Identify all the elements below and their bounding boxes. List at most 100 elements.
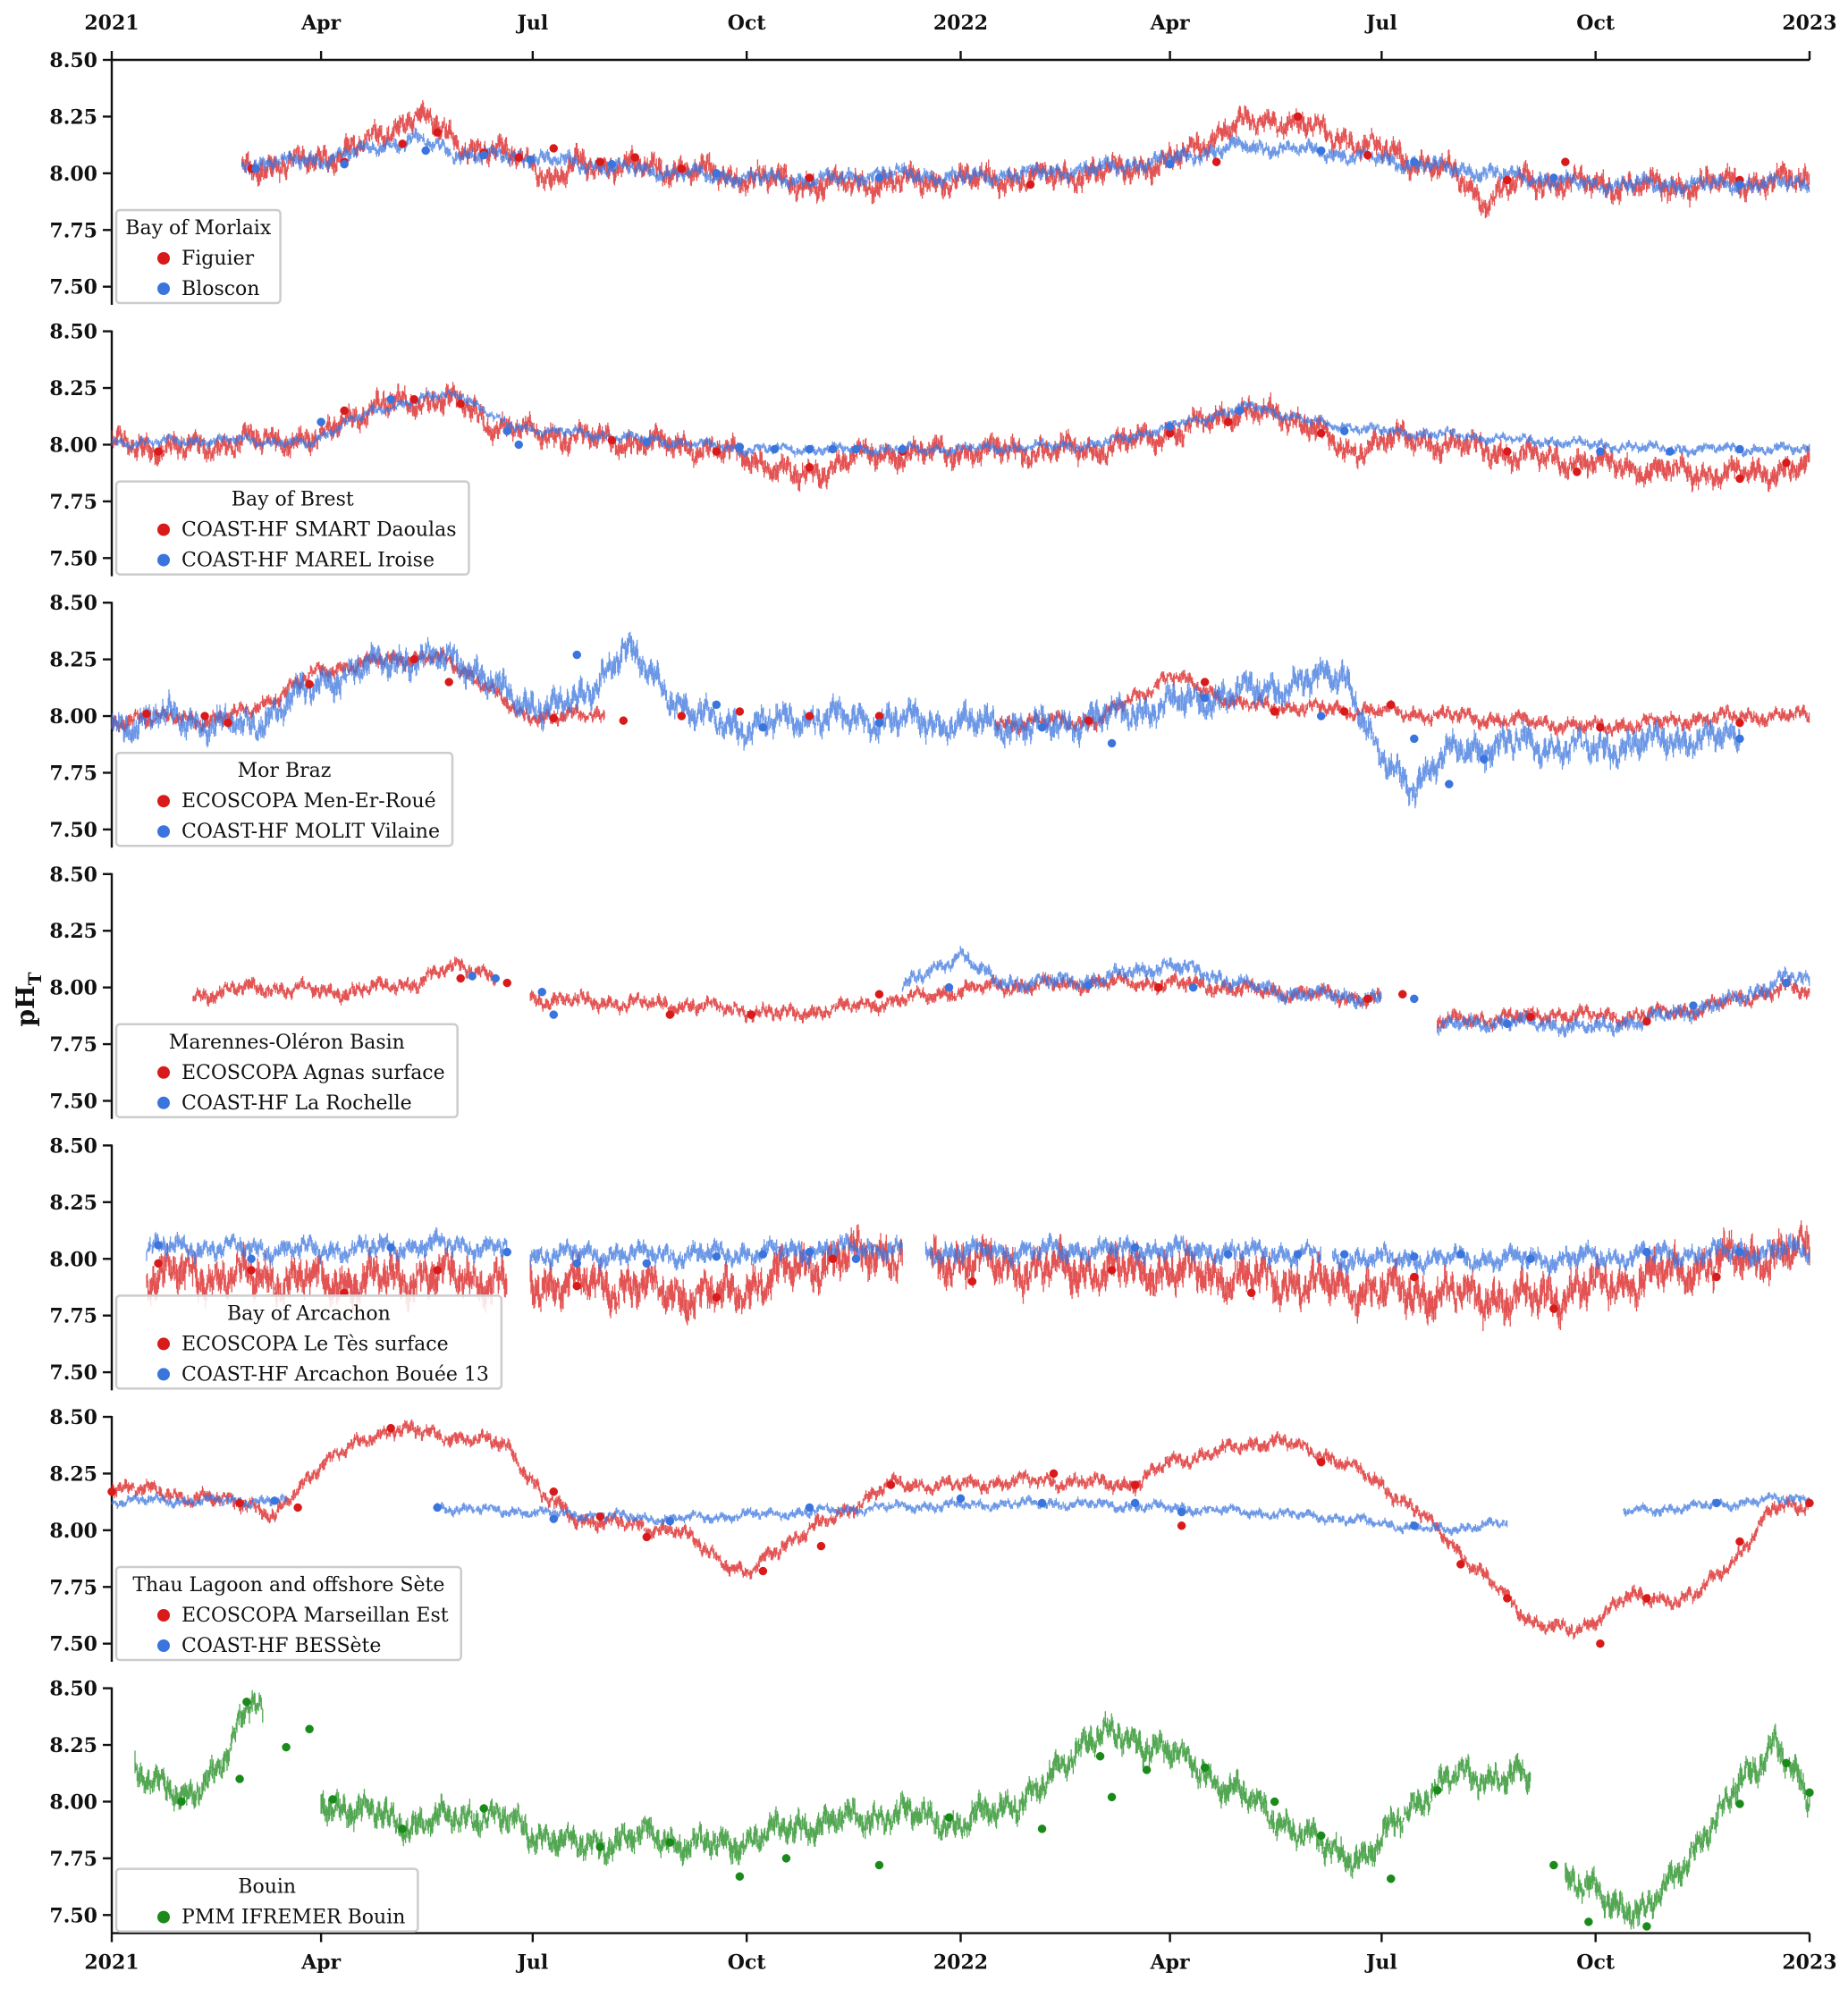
- sample-point: [1107, 738, 1117, 748]
- sample-point: [874, 718, 884, 728]
- x-tick-label: Apr: [300, 12, 341, 35]
- panel-3: 8.50 8.25 8.00 7.75 7.50 Marennes-Oléron Basi…: [49, 864, 1810, 1119]
- sample-point: [386, 394, 395, 404]
- sample-point: [665, 1838, 675, 1847]
- sample-point: [735, 707, 745, 716]
- sample-point: [549, 1487, 559, 1496]
- sample-point: [1316, 1831, 1326, 1841]
- sample-point: [1293, 112, 1303, 122]
- sample-point: [1549, 173, 1558, 182]
- sample-point: [1223, 1250, 1233, 1259]
- legend-marker: [157, 252, 170, 265]
- sample-point: [421, 146, 430, 156]
- sample-point: [1200, 694, 1210, 703]
- sample-point: [154, 1259, 163, 1268]
- legend-entry: PMM IFREMER Bouin: [181, 1907, 405, 1929]
- y-tick-label: 8.25: [49, 105, 97, 129]
- sample-point: [595, 1512, 605, 1521]
- y-tick-label: 7.75: [49, 1576, 97, 1599]
- sample-point: [1316, 1457, 1326, 1467]
- series-trace-0: [146, 1220, 1810, 1332]
- sample-point: [1735, 734, 1744, 744]
- sample-point: [1153, 982, 1163, 992]
- sample-point: [1130, 1498, 1140, 1508]
- y-tick-label: 8.25: [49, 920, 97, 943]
- sample-point: [1596, 447, 1605, 456]
- sample-point: [805, 463, 814, 472]
- sample-point: [1596, 722, 1605, 732]
- sample-point: [1387, 1874, 1396, 1883]
- x-tick-label: Jul: [515, 1951, 548, 1975]
- legend-box: [114, 1867, 419, 1933]
- sample-point: [514, 440, 523, 450]
- sample-point: [1316, 712, 1326, 720]
- sample-point: [1526, 1254, 1535, 1264]
- sample-point: [456, 400, 465, 409]
- legend: Thau Lagoon and offshore Sète ECOSCOPA Ma…: [114, 1565, 462, 1662]
- y-tick-label: 8.00: [49, 1791, 97, 1814]
- sample-point: [1503, 175, 1512, 185]
- sample-point: [595, 1842, 605, 1851]
- legend-entry: ECOSCOPA Agnas surface: [181, 1062, 445, 1084]
- sample-point: [1200, 678, 1210, 687]
- legend-title: Marennes-Oléron Basin: [169, 1032, 405, 1054]
- y-tick-label: 7.75: [49, 491, 97, 514]
- sample-point: [468, 972, 477, 981]
- sample-point: [1025, 180, 1035, 190]
- legend: Mor Braz ECOSCOPA Men-Er-Roué COAST-HF MOL…: [114, 751, 454, 847]
- sample-point: [340, 159, 349, 169]
- legend-box: [114, 480, 470, 576]
- y-tick-label: 7.75: [49, 1305, 97, 1328]
- sample-point: [665, 1010, 675, 1019]
- y-tick-label: 8.25: [49, 1734, 97, 1757]
- legend-marker: [157, 1066, 170, 1079]
- sample-point: [305, 679, 314, 689]
- sample-point: [619, 716, 629, 725]
- sample-point: [1410, 157, 1419, 166]
- sample-point: [677, 164, 687, 173]
- legend-marker: [157, 1910, 170, 1924]
- sample-point: [1037, 1498, 1047, 1508]
- sample-point: [1037, 722, 1047, 732]
- series-trace-1: [901, 946, 1810, 1038]
- panel-6: 8.50 8.25 8.00 7.75 7.50 2021 Apr Jul Oct 2022 Apr…: [49, 1678, 1836, 1975]
- sample-point: [1316, 146, 1326, 156]
- legend-entry: ECOSCOPA Le Tès surface: [181, 1333, 449, 1355]
- sample-point: [1410, 1251, 1419, 1261]
- legend: Bay of Arcachon ECOSCOPA Le Tès surface CO…: [114, 1294, 503, 1390]
- sample-point: [607, 159, 617, 169]
- y-tick-label: 8.50: [49, 1134, 97, 1158]
- sample-point: [526, 155, 535, 164]
- panel-2: 8.50 8.25 8.00 7.75 7.50 Mor Braz ECOSCOPA Men…: [49, 592, 1810, 848]
- sample-point: [409, 394, 418, 404]
- sample-point: [1445, 779, 1454, 788]
- y-tick-label: 8.00: [49, 163, 97, 186]
- legend-marker: [157, 1368, 170, 1381]
- y-tick-label: 8.50: [49, 321, 97, 344]
- sample-point: [235, 1774, 244, 1783]
- sample-point: [712, 447, 721, 456]
- legend-title: Bay of Morlaix: [125, 217, 272, 240]
- y-tick-label: 8.50: [49, 864, 97, 887]
- sample-point: [747, 1010, 756, 1019]
- sample-point: [251, 164, 261, 173]
- sample-point: [1270, 707, 1279, 716]
- sample-point: [502, 978, 511, 988]
- sample-point: [1735, 474, 1744, 484]
- legend-entry: COAST-HF SMART Daoulas: [181, 519, 456, 542]
- sample-point: [549, 1514, 559, 1523]
- legend-marker: [157, 1096, 170, 1109]
- sample-point: [886, 1480, 896, 1489]
- sample-point: [1410, 994, 1419, 1004]
- sample-point: [572, 650, 582, 660]
- x-tick-label: Oct: [1576, 12, 1616, 35]
- sample-point: [1084, 716, 1093, 725]
- y-tick-label: 8.00: [49, 705, 97, 729]
- sample-point: [642, 438, 652, 447]
- x-tick-label: Oct: [1576, 1951, 1616, 1975]
- sample-point: [444, 678, 453, 687]
- sample-point: [572, 1281, 582, 1291]
- y-tick-label: 7.75: [49, 762, 97, 785]
- sample-point: [398, 139, 407, 148]
- legend: Marennes-Oléron Basin ECOSCOPA Agnas surf…: [114, 1023, 459, 1119]
